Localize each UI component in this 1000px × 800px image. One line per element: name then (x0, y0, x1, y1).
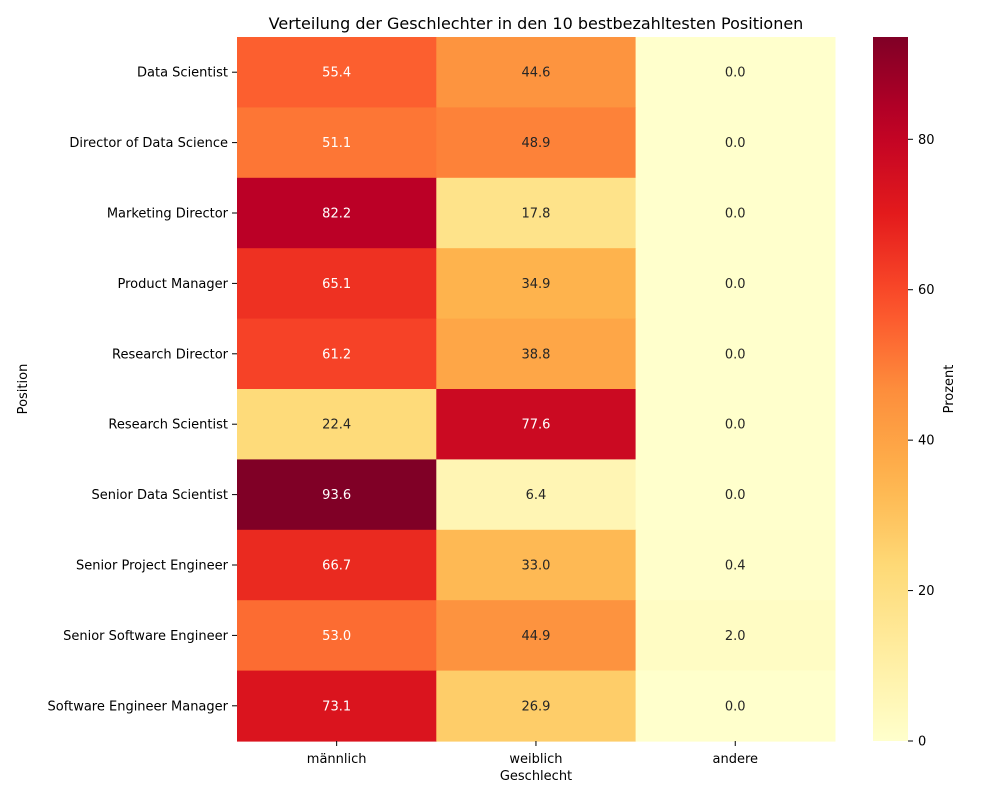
cell-value-label: 26.9 (521, 699, 550, 714)
x-axis: männlich weiblich andere (307, 741, 758, 767)
cell-value-label: 0.0 (725, 66, 746, 81)
y-tick-label: Marketing Director (107, 207, 229, 222)
cell-value-label: 44.9 (521, 629, 550, 644)
colorbar: 0 20 40 60 80 Prozent (873, 37, 957, 750)
cell-value-label: 0.0 (725, 136, 746, 151)
heatmap-cell (237, 248, 437, 320)
cell-value-label: 51.1 (322, 136, 351, 151)
heatmap-cell (635, 107, 836, 179)
y-axis-label: Position (16, 364, 31, 415)
y-tick-label: Research Scientist (108, 418, 228, 433)
heatmap-cell-labels: 55.4 44.6 0.0 51.1 48.9 0.0 82.2 17.8 0.0 65.1 34.… (322, 66, 745, 715)
colorbar-gradient (873, 37, 908, 741)
y-tick-label: Senior Software Engineer (63, 629, 229, 644)
heatmap-cell (436, 177, 637, 249)
heatmap-cell (635, 318, 836, 390)
cell-value-label: 82.2 (322, 207, 351, 222)
heatmap-cell (436, 107, 637, 179)
heatmap-cell (635, 37, 836, 108)
heatmap-cell (237, 459, 437, 531)
chart-title: Verteilung der Geschlechter in den 10 be… (269, 14, 804, 33)
cell-value-label: 38.8 (521, 347, 550, 362)
heatmap-cell (237, 177, 437, 249)
y-tick-label: Director of Data Science (69, 136, 228, 151)
cell-value-label: 65.1 (322, 277, 351, 292)
cell-value-label: 6.4 (526, 488, 547, 503)
heatmap-cell (436, 600, 637, 672)
cell-value-label: 53.0 (322, 629, 351, 644)
cell-value-label: 34.9 (521, 277, 550, 292)
heatmap-cell (436, 529, 637, 601)
heatmap-cell (635, 600, 836, 672)
cell-value-label: 93.6 (322, 488, 351, 503)
heatmap-cell (436, 318, 637, 390)
x-tick-label: männlich (307, 752, 367, 767)
cell-value-label: 55.4 (322, 66, 351, 81)
cell-value-label: 44.6 (521, 66, 550, 81)
cell-value-label: 0.0 (725, 277, 746, 292)
heatmap-cell (436, 670, 637, 742)
heatmap-cell (237, 529, 437, 601)
heatmap-cell (237, 37, 437, 108)
colorbar-tick-label: 80 (918, 133, 935, 148)
colorbar-tick-label: 60 (918, 283, 935, 298)
heatmap-cell (237, 107, 437, 179)
x-tick-label: weiblich (509, 752, 562, 767)
cell-value-label: 77.6 (521, 418, 550, 433)
heatmap-cells (237, 37, 836, 742)
heatmap-cell (436, 389, 637, 460)
heatmap-cell (635, 529, 836, 601)
y-tick-label: Senior Project Engineer (76, 559, 229, 574)
heatmap-cell (436, 459, 637, 531)
cell-value-label: 0.0 (725, 418, 746, 433)
cell-value-label: 0.0 (725, 488, 746, 503)
cell-value-label: 73.1 (322, 699, 351, 714)
cell-value-label: 0.0 (725, 699, 746, 714)
heatmap-cell (635, 177, 836, 249)
heatmap-cell (635, 670, 836, 742)
y-tick-label: Product Manager (118, 277, 229, 292)
colorbar-tick-label: 0 (918, 735, 926, 750)
heatmap-cell (436, 248, 637, 320)
colorbar-tick-label: 40 (918, 434, 935, 449)
colorbar-label: Prozent (942, 365, 957, 414)
heatmap-cell (436, 37, 637, 108)
y-tick-label: Software Engineer Manager (48, 699, 229, 714)
heatmap-cell (635, 248, 836, 320)
heatmap-cell (237, 670, 437, 742)
x-axis-label: Geschlecht (500, 769, 572, 784)
y-tick-label: Senior Data Scientist (91, 488, 228, 503)
heatmap-cell (635, 459, 836, 531)
cell-value-label: 2.0 (725, 629, 746, 644)
cell-value-label: 17.8 (521, 207, 550, 222)
heatmap-cell (237, 600, 437, 672)
cell-value-label: 0.4 (725, 559, 746, 574)
heatmap-cell (237, 389, 437, 460)
y-tick-label: Research Director (112, 347, 229, 362)
colorbar-tick-label: 20 (918, 584, 935, 599)
heatmap-cell (237, 318, 437, 390)
cell-value-label: 61.2 (322, 347, 351, 362)
heatmap-cell (635, 389, 836, 460)
y-axis: Data Scientist Director of Data Science Ma… (48, 66, 237, 714)
cell-value-label: 48.9 (521, 136, 550, 151)
y-tick-label: Data Scientist (137, 66, 228, 81)
cell-value-label: 0.0 (725, 207, 746, 222)
cell-value-label: 33.0 (521, 559, 550, 574)
cell-value-label: 66.7 (322, 559, 351, 574)
cell-value-label: 22.4 (322, 418, 351, 433)
cell-value-label: 0.0 (725, 347, 746, 362)
x-tick-label: andere (712, 752, 758, 767)
